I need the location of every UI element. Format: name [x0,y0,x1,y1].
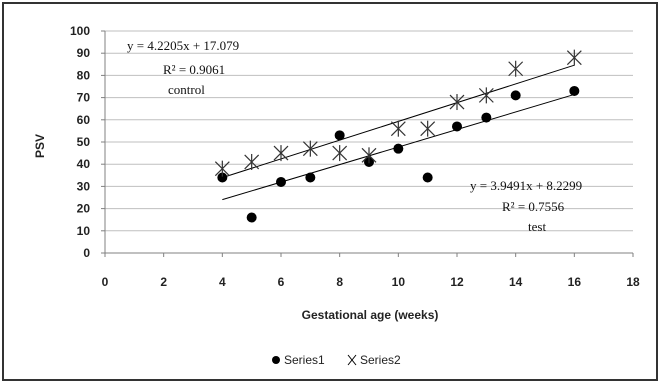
series1-point-3 [305,172,316,183]
control-r2: R² = 0.9061 [163,62,225,77]
series2-point-5 [361,147,377,164]
y-tick-label-70: 70 [77,91,91,105]
x-tick-label-2: 2 [160,275,167,289]
series1-point-11 [569,85,580,96]
series1-point-0 [217,172,228,183]
legend-series2-marker [347,354,357,366]
legend-series1-label: Series1 [284,353,325,367]
series2-point-1 [244,153,260,170]
series2-point-3 [302,140,318,157]
control-equation: y = 4.2205x + 17.079 [127,38,239,53]
x-tick-label-18: 18 [626,275,640,289]
data-points [214,49,582,223]
series1-point-7 [422,172,433,183]
y-tick-label-80: 80 [77,68,91,82]
control-label: control [168,82,205,97]
series1-point-6 [393,143,404,154]
tick-labels: 0 10 20 30 40 50 60 70 80 90 100 0 2 4 6 8 10 12 14 16 18 [70,24,640,289]
series2-point-8 [449,94,465,111]
y-tick-label-50: 50 [77,135,91,149]
y-tick-label-60: 60 [77,113,91,127]
y-tick-label-10: 10 [77,224,91,238]
test-label: test [528,219,546,234]
test-r2: R² = 0.7556 [502,199,565,214]
y-tick-label-100: 100 [70,24,90,38]
chart-frame [2,2,658,381]
x-tick-label-0: 0 [102,275,109,289]
x-tick-label-6: 6 [278,275,285,289]
series1-point-9 [481,112,492,123]
series2-point-0 [214,160,230,177]
series1-point-4 [334,130,345,141]
series2-point-10 [508,60,524,77]
series1-point-8 [452,121,462,132]
y-axis-title: PSV [33,134,47,158]
x-tick-label-12: 12 [450,275,464,289]
y-tick-label-30: 30 [77,179,91,193]
y-tick-label-20: 20 [77,202,91,216]
series1-point-2 [276,176,286,187]
y-tick-label-40: 40 [77,157,91,171]
x-tick-label-16: 16 [568,275,582,289]
y-tick-label-0: 0 [83,246,90,260]
x-tick-label-10: 10 [392,275,406,289]
series1-point-1 [246,212,257,223]
series2-point-11 [566,49,582,66]
x-tick-label-4: 4 [219,275,226,289]
x-tick-label-14: 14 [509,275,523,289]
series2-point-7 [420,120,436,137]
series2-point-4 [332,145,348,162]
series1-point-10 [510,90,521,101]
series2-point-9 [478,87,494,104]
series2-point-2 [273,145,289,162]
legend-series2-label: Series2 [360,353,401,367]
legend: Series1 Series2 [272,353,401,367]
series2-point-6 [390,120,406,137]
test-equation: y = 3.9491x + 8.2299 [470,178,582,193]
gridlines [105,30,633,232]
x-tick-label-8: 8 [336,275,343,289]
x-axis-title: Gestational age (weeks) [302,308,439,322]
y-tick-label-90: 90 [77,46,91,60]
axes [101,30,634,257]
legend-series1-marker [272,356,280,364]
